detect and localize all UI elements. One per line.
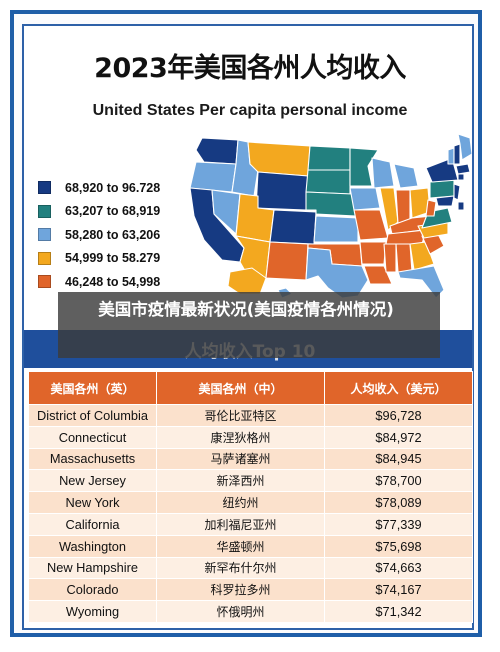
state-en-cell: District of Columbia — [28, 404, 157, 427]
column-header: 美国各州（英） — [28, 371, 157, 405]
legend-label: 46,248 to 54,998 — [65, 274, 161, 289]
column-header: 人均收入（美元） — [324, 371, 473, 405]
state-en-cell: New Jersey — [28, 469, 157, 493]
map-legend: 68,920 to 96.728 63,207 to 68,919 58,280… — [38, 176, 198, 294]
legend-label: 54,999 to 58.279 — [65, 251, 161, 266]
state-zh-cell: 哥伦比亚特区 — [156, 404, 325, 427]
state-mississippi — [383, 243, 397, 273]
legend-item: 46,248 to 54,998 — [38, 270, 198, 294]
state-arkansas — [359, 241, 387, 265]
legend-item: 58,280 to 63,206 — [38, 223, 198, 247]
state-south-dakota — [305, 169, 351, 195]
legend-item: 63,207 to 68,919 — [38, 200, 198, 224]
state-zh-cell: 新罕布什尔州 — [156, 556, 325, 580]
table-row: New Hampshire 新罕布什尔州 $74,663 — [28, 556, 473, 580]
state-louisiana — [363, 265, 393, 285]
state-montana — [247, 141, 311, 177]
overlay-banner-text: 美国市疫情最新状况(美国疫情各州情况) — [98, 300, 394, 319]
legend-item: 54,999 to 58.279 — [38, 247, 198, 271]
state-wyoming — [255, 171, 309, 211]
income-cell: $78,089 — [324, 491, 473, 514]
state-michigan — [393, 163, 419, 189]
state-en-cell: Massachusetts — [28, 447, 157, 471]
state-west-virginia — [425, 199, 437, 217]
legend-swatch — [38, 228, 51, 242]
state-zh-cell: 加利福尼亚州 — [156, 512, 325, 536]
state-maryland — [435, 195, 455, 207]
state-new-mexico — [265, 241, 309, 281]
income-cell: $74,167 — [324, 578, 473, 602]
income-cell: $84,945 — [324, 447, 473, 471]
state-zh-cell: 康涅狄格州 — [156, 425, 325, 449]
state-new-jersey — [453, 183, 461, 201]
income-cell: $74,663 — [324, 556, 473, 580]
state-en-cell: California — [28, 512, 157, 536]
table-row: New Jersey 新泽西州 $78,700 — [28, 469, 473, 493]
table-row: Colorado 科罗拉多州 $74,167 — [28, 578, 473, 602]
table-header-row: 美国各州（英） 美国各州（中） 人均收入（美元） — [28, 371, 473, 405]
state-zh-cell: 马萨诸塞州 — [156, 447, 325, 471]
state-indiana — [395, 189, 411, 225]
overlay-banner — [58, 292, 440, 358]
state-en-cell: New York — [28, 491, 157, 514]
state-en-cell: Connecticut — [28, 425, 157, 449]
table-row: Connecticut 康涅狄格州 $84,972 — [28, 425, 473, 449]
table-row: District of Columbia 哥伦比亚特区 $96,728 — [28, 404, 473, 427]
legend-swatch — [38, 181, 51, 195]
state-en-cell: Colorado — [28, 578, 157, 602]
state-zh-cell: 纽约州 — [156, 491, 325, 514]
state-zh-cell: 怀俄明州 — [156, 600, 325, 623]
legend-swatch — [38, 251, 51, 265]
legend-swatch — [38, 204, 51, 218]
state-minnesota — [349, 147, 379, 187]
legend-label: 58,280 to 63,206 — [65, 227, 161, 242]
state-oregon — [189, 161, 237, 193]
state-alabama — [395, 243, 413, 273]
state-missouri — [353, 209, 389, 241]
state-washington — [195, 137, 239, 165]
state-en-cell: Wyoming — [28, 600, 157, 623]
legend-swatch — [38, 275, 51, 289]
state-zh-cell: 新泽西州 — [156, 469, 325, 493]
income-cell: $75,698 — [324, 534, 473, 558]
income-cell: $77,339 — [324, 512, 473, 536]
page-title: 2023年美国各州人均收入 — [94, 53, 406, 84]
state-en-cell: New Hampshire — [28, 556, 157, 580]
state-massachusetts — [455, 163, 471, 175]
legend-label: 63,207 to 68,919 — [65, 204, 161, 219]
state-kansas — [313, 215, 359, 243]
state-wisconsin — [371, 157, 395, 189]
state-maine — [457, 133, 472, 161]
state-north-dakota — [307, 145, 351, 171]
state-zh-cell: 华盛顿州 — [156, 534, 325, 558]
table-row: Wyoming 怀俄明州 $71,342 — [28, 600, 473, 623]
table-row: Washington 华盛顿州 $75,698 — [28, 534, 473, 558]
state-vermont — [447, 147, 455, 165]
income-cell: $78,700 — [324, 469, 473, 493]
legend-item: 68,920 to 96.728 — [38, 176, 198, 200]
page-subtitle: United States Per capita personal income — [92, 102, 408, 119]
state-connecticut — [457, 173, 465, 181]
table-row: Massachusetts 马萨诸塞州 $84,945 — [28, 447, 473, 471]
table-row: California 加利福尼亚州 $77,339 — [28, 512, 473, 536]
income-cell: $71,342 — [324, 600, 473, 623]
state-iowa — [349, 187, 381, 211]
state-colorado — [269, 209, 317, 245]
income-cell: $84,972 — [324, 425, 473, 449]
legend-label: 68,920 to 96.728 — [65, 180, 161, 195]
state-pennsylvania — [429, 179, 455, 199]
table-row: New York 纽约州 $78,089 — [28, 491, 473, 514]
state-new-hampshire — [453, 143, 461, 165]
state-en-cell: Washington — [28, 534, 157, 558]
us-choropleth-map — [189, 133, 472, 299]
income-table: 美国各州（英） 美国各州（中） 人均收入（美元） District of Col… — [28, 371, 473, 623]
income-cell: $96,728 — [324, 404, 473, 427]
column-header: 美国各州（中） — [156, 371, 325, 405]
state-zh-cell: 科罗拉多州 — [156, 578, 325, 602]
state-delaware — [457, 201, 465, 211]
